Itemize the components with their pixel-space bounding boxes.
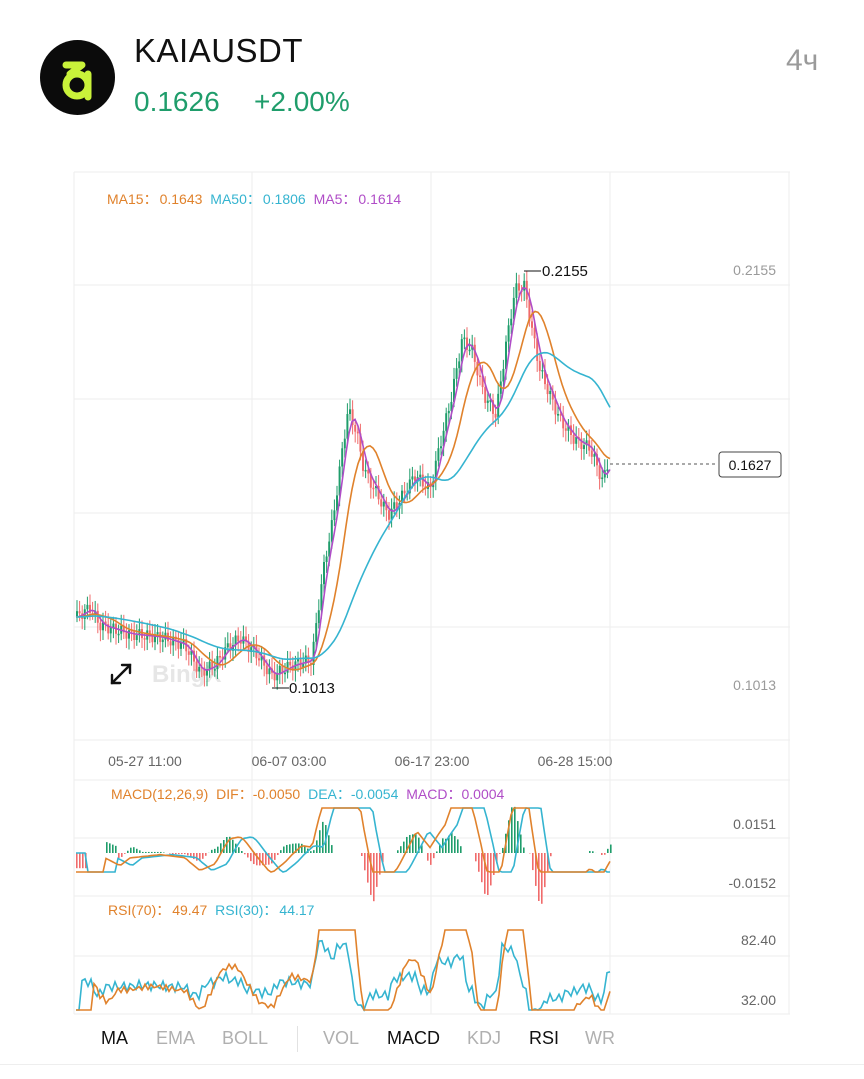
main-legend: MA15： 0.1643 MA50： 0.1806 MA5： 0.1614 — [107, 191, 401, 207]
rsi-legend: RSI(70)： 49.47 RSI(30)： 44.17 — [108, 902, 315, 918]
macd-chart — [76, 806, 612, 904]
price-change: +2.00% — [254, 86, 350, 117]
macd-axis-high: 0.0151 — [733, 816, 776, 832]
grid — [73, 171, 790, 1015]
time-label: 06-28 15:00 — [538, 753, 613, 769]
rsi-axis-low: 32.00 — [741, 992, 776, 1008]
tab-rsi[interactable]: RSI — [529, 1028, 560, 1048]
time-label: 05-27 11:00 — [108, 753, 182, 769]
expand-arrows-icon[interactable] — [110, 663, 132, 685]
tab-macd[interactable]: MACD — [387, 1028, 440, 1048]
indicator-tabs: MA EMA BOLL VOL MACD KDJ RSI WR — [0, 1016, 864, 1065]
chart-area[interactable]: MA15： 0.1643 MA50： 0.1806 MA5： 0.1614 0.215… — [0, 0, 864, 1016]
time-label: 06-17 23:00 — [395, 753, 470, 769]
tab-ma[interactable]: MA — [101, 1028, 128, 1048]
tab-boll[interactable]: BOLL — [222, 1028, 269, 1048]
max-price-marker: 0.2155 — [524, 263, 588, 280]
ma-lines — [75, 286, 611, 675]
tab-vol[interactable]: VOL — [323, 1028, 360, 1048]
tab-divider — [297, 1026, 298, 1052]
symbol-title: KAIAUSDT — [134, 32, 304, 69]
kaia-logo-icon — [40, 40, 115, 115]
macd-axis-low: -0.0152 — [729, 875, 777, 891]
svg-text:0.2155: 0.2155 — [542, 263, 588, 280]
bingx-watermark: BingX — [152, 661, 221, 688]
ticker-header: KAIAUSDT 0.1626 +2.00% 4ч — [0, 0, 864, 150]
svg-text:0.1627: 0.1627 — [729, 457, 772, 473]
macd-legend: MACD(12,26,9) DIF：-0.0050 DEA：-0.0054 MA… — [111, 786, 505, 802]
current-price: 0.1626 — [134, 86, 220, 117]
time-label: 06-07 03:00 — [252, 753, 327, 769]
last-price-tag[interactable]: 0.1627 — [718, 451, 782, 478]
rsi-axis-high: 82.40 — [741, 932, 776, 948]
min-price-marker: 0.1013 — [272, 680, 335, 697]
interval-selector[interactable]: 4ч — [786, 44, 819, 77]
tab-ema[interactable]: EMA — [156, 1028, 196, 1048]
rsi-chart — [76, 929, 611, 1012]
svg-text:0.1013: 0.1013 — [289, 680, 335, 697]
price-axis-low: 0.1013 — [733, 677, 776, 693]
price-axis-high: 0.2155 — [733, 262, 776, 278]
tab-kdj[interactable]: KDJ — [467, 1028, 502, 1048]
tab-wr[interactable]: WR — [585, 1028, 615, 1048]
